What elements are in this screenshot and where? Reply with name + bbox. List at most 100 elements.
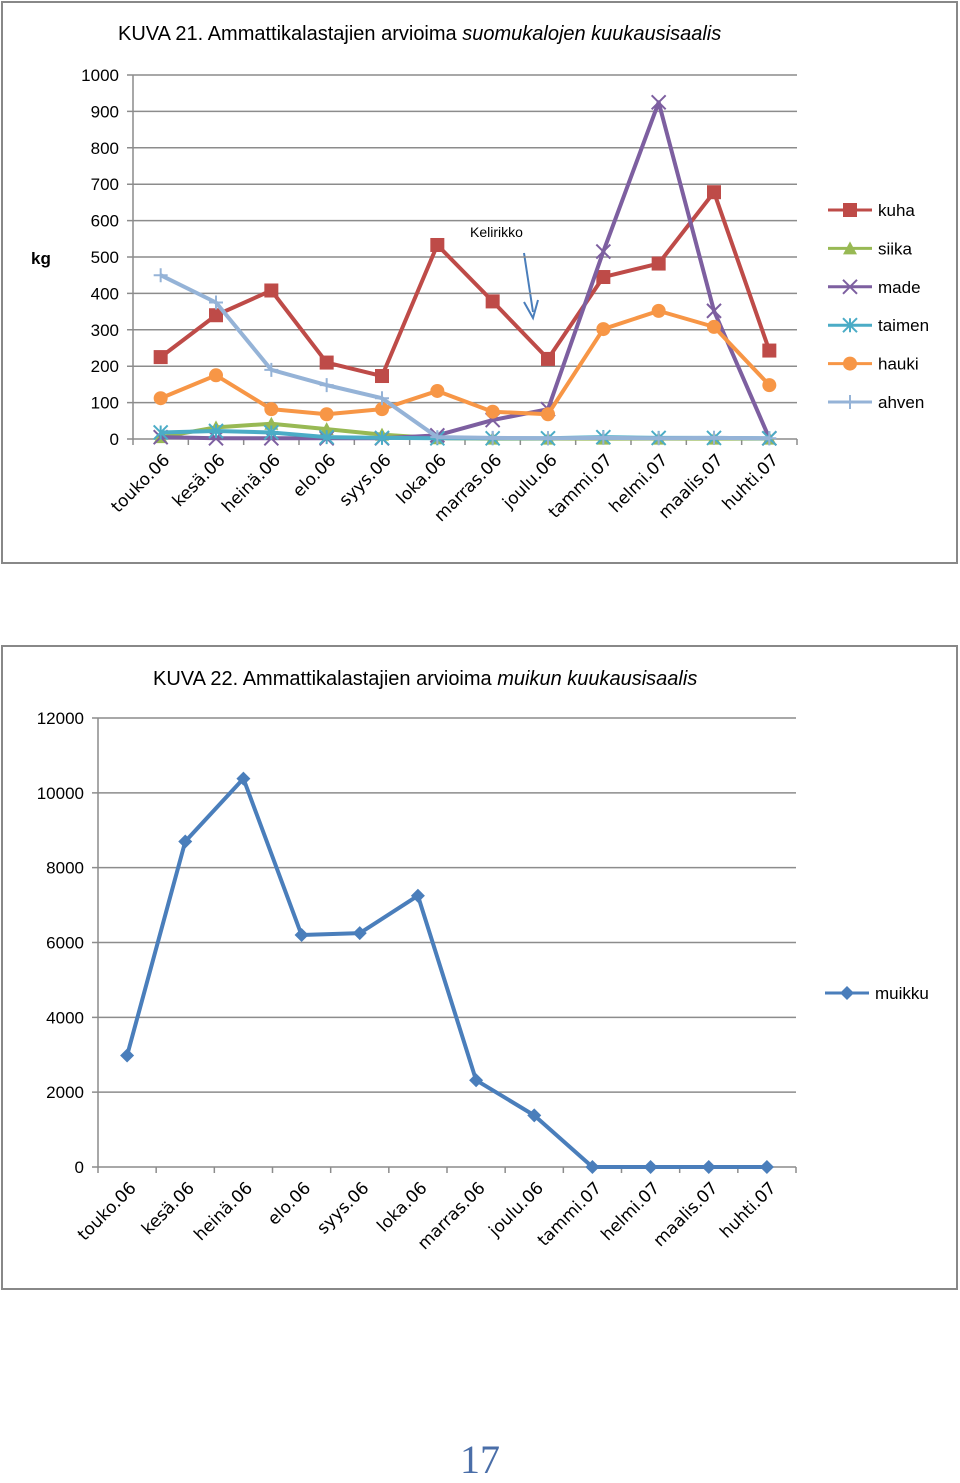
x-tick-label: touko.06 [74, 1178, 141, 1245]
series-line-made [160, 100, 772, 441]
legend-item-kuha: kuha [828, 201, 915, 220]
legend-item-muikku: muikku [825, 984, 929, 1003]
chart-title: KUVA 21. Ammattikalastajien arvioima suo… [118, 23, 721, 45]
data-point-hauki [596, 322, 611, 337]
legend-marker [842, 317, 858, 333]
legend-marker [843, 356, 857, 371]
data-point-hauki [651, 303, 666, 318]
data-point-muikku [120, 1048, 135, 1063]
data-point-ahven [762, 431, 777, 446]
legend-item-ahven: ahven [828, 393, 924, 412]
legend-label: muikku [875, 984, 929, 1003]
y-tick-label: 4000 [46, 1008, 84, 1027]
chart-kuva-22: KUVA 22. Ammattikalastajien arvioima mui… [37, 668, 929, 1254]
legend-marker [843, 241, 857, 255]
chart-title: KUVA 22. Ammattikalastajien arvioima mui… [153, 668, 697, 690]
legend-label: made [878, 278, 921, 297]
data-point-kuha [651, 256, 666, 271]
legend-item-hauki: hauki [828, 355, 919, 374]
series-line-kuha [159, 190, 772, 379]
data-point-kuha [319, 355, 334, 370]
y-tick-label: 300 [91, 321, 119, 340]
data-point-kuha [209, 308, 223, 323]
data-point-kuha [485, 294, 500, 309]
series-kuha [153, 185, 777, 384]
data-point-hauki [707, 319, 721, 334]
data-point-ahven [485, 430, 500, 445]
data-point-kuha [762, 343, 777, 358]
data-point-ahven [596, 430, 611, 445]
y-tick-label: 900 [91, 102, 119, 121]
x-tick-label: elo.06 [264, 1178, 315, 1229]
data-point-hauki [264, 402, 279, 417]
data-point-siika [319, 422, 334, 436]
data-point-muikku [410, 888, 425, 903]
annotation-kelirikko: Kelirikko [470, 224, 523, 240]
data-point-muikku [294, 928, 309, 943]
x-tick-label: tammi.07 [534, 1178, 606, 1250]
legend-marker [843, 203, 857, 217]
legend-label: taimen [878, 316, 929, 335]
y-tick-label: 2000 [46, 1083, 84, 1102]
x-tick-label: huhti.07 [716, 1178, 780, 1242]
legend-marker [843, 395, 857, 409]
legend-item-siika: siika [828, 239, 913, 258]
series-line-ahven [159, 273, 770, 441]
data-point-taimen [152, 424, 169, 441]
data-point-hauki [485, 404, 500, 419]
data-point-ahven [375, 391, 389, 406]
y-tick-label: 12000 [37, 709, 84, 728]
chart-title-italic: suomukalojen kuukausisaalis [462, 23, 721, 45]
data-point-hauki [153, 391, 168, 406]
data-point-muikku [178, 834, 193, 849]
annotation-arrowhead [523, 299, 539, 321]
data-point-taimen [208, 423, 224, 439]
y-tick-label: 700 [91, 175, 119, 194]
data-point-taimen [318, 429, 335, 445]
y-axis-label: kg [31, 249, 51, 268]
y-tick-label: 100 [91, 394, 119, 413]
legend-label: siika [878, 239, 913, 258]
chart-title-main: KUVA 22. Ammattikalastajien arvioima [153, 668, 497, 690]
data-point-muikku [585, 1160, 600, 1174]
data-point-made [208, 430, 224, 446]
data-point-hauki [375, 402, 389, 417]
y-tick-label: 8000 [46, 859, 84, 878]
data-point-muikku [701, 1160, 716, 1174]
data-point-muikku [527, 1108, 542, 1123]
data-point-hauki [319, 407, 334, 422]
data-point-kuha [707, 185, 721, 200]
legend-label: kuha [878, 201, 915, 220]
y-tick-label: 200 [91, 357, 119, 376]
x-tick-label: heinä.06 [190, 1178, 257, 1245]
data-point-made [706, 303, 722, 319]
data-point-hauki [209, 368, 223, 383]
chart-title-main: KUVA 21. Ammattikalastajien arvioima [118, 23, 462, 45]
chart-frame-kuva-22 [1, 645, 958, 1290]
data-point-hauki [541, 407, 555, 422]
chart-kuva-21: KUVA 21. Ammattikalastajien arvioima suo… [31, 23, 929, 526]
data-point-made [595, 243, 612, 260]
data-point-hauki [430, 383, 445, 398]
data-point-ahven [209, 295, 223, 310]
y-tick-label: 6000 [46, 934, 84, 953]
data-point-hauki [762, 378, 777, 393]
series-line-muikku [125, 776, 767, 1169]
legend-label: ahven [878, 393, 924, 412]
data-point-muikku [352, 926, 367, 941]
data-point-taimen [374, 430, 390, 446]
legend-marker [842, 279, 858, 295]
data-point-ahven [319, 378, 334, 393]
data-point-ahven [264, 362, 279, 377]
series-hauki [153, 303, 777, 422]
y-tick-label: 400 [91, 284, 119, 303]
data-point-ahven [430, 430, 445, 445]
chart-frame-kuva-21 [1, 1, 958, 564]
y-tick-label: 800 [91, 139, 119, 158]
series-line-hauki [159, 308, 771, 417]
data-point-ahven [153, 268, 168, 283]
legend-item-made: made [828, 278, 921, 297]
x-tick-label: syys.06 [313, 1178, 373, 1238]
annotation-arrow [523, 252, 534, 313]
data-point-taimen [263, 424, 280, 441]
